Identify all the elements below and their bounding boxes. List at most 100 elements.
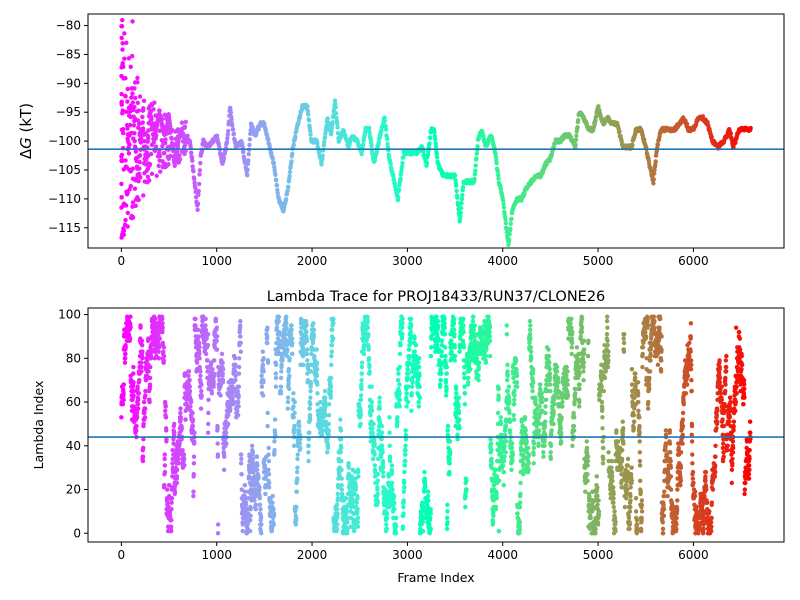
- lambda-point: [199, 393, 204, 398]
- lambda-point: [307, 417, 313, 422]
- lambda-point: [330, 327, 335, 333]
- lambda-point: [345, 515, 350, 521]
- lambda-point: [139, 342, 145, 348]
- lambda-point: [468, 367, 473, 372]
- lambda-point: [243, 502, 249, 508]
- lambda-point: [406, 360, 412, 365]
- lambda-point: [141, 421, 146, 427]
- lambda-point: [380, 450, 385, 455]
- lambda-point: [288, 332, 294, 337]
- lambda-point: [358, 393, 364, 398]
- lambda-point: [248, 513, 253, 518]
- lambda-point: [425, 489, 431, 494]
- lambda-point: [296, 419, 302, 424]
- dg-y-axis-label-g: G: [17, 137, 35, 149]
- lambda-point: [366, 356, 372, 361]
- lambda-point: [308, 388, 313, 394]
- lambda-point: [326, 402, 332, 407]
- lambda-point: [462, 402, 468, 407]
- dg-point: [144, 150, 150, 155]
- lambda-point: [304, 351, 310, 357]
- lambda-point: [442, 332, 448, 337]
- dg-point: [245, 173, 250, 178]
- lambda-point: [456, 410, 462, 416]
- dg-point: [246, 158, 251, 163]
- dg-point: [119, 24, 125, 29]
- dg-point: [130, 200, 136, 205]
- lambda-point: [141, 399, 147, 405]
- lambda-point: [425, 493, 431, 499]
- lambda-point: [206, 421, 211, 427]
- lambda-point: [280, 358, 285, 363]
- lambda-point: [195, 327, 201, 333]
- lambda-point: [331, 316, 336, 322]
- lambda-point: [428, 506, 433, 512]
- lambda-point: [452, 358, 457, 363]
- dg-point: [193, 185, 198, 191]
- lambda-point: [123, 345, 128, 350]
- dg-point: [384, 136, 390, 142]
- dg-point: [473, 163, 478, 168]
- dg-point: [573, 137, 579, 143]
- lambda-point: [375, 500, 380, 505]
- lambda-point: [462, 384, 467, 389]
- lambda-point: [403, 443, 408, 448]
- lambda-point: [380, 458, 386, 464]
- lambda-point: [220, 377, 226, 383]
- lambda-point: [358, 412, 364, 418]
- dg-point: [123, 217, 128, 223]
- dg-point: [157, 108, 162, 113]
- dg-point: [133, 203, 138, 208]
- dg-point: [161, 162, 166, 167]
- lambda-point: [294, 489, 300, 494]
- lambda-point: [279, 362, 284, 368]
- lambda-point: [445, 428, 450, 433]
- dg-point: [290, 151, 295, 157]
- dg-point: [141, 193, 146, 198]
- lambda-point: [456, 395, 462, 400]
- lambda-point: [494, 491, 499, 497]
- dg-point: [367, 125, 372, 131]
- lambda-point: [358, 408, 363, 413]
- lambda-point: [469, 358, 475, 363]
- lambda-point: [447, 439, 453, 444]
- dg-point: [322, 135, 328, 140]
- lambda-point: [263, 491, 268, 497]
- dg-point: [140, 120, 145, 125]
- lambda-point: [447, 456, 452, 462]
- dg-point: [474, 156, 479, 161]
- lambda-point: [261, 369, 266, 374]
- lambda-point: [368, 412, 373, 418]
- lambda-point: [435, 318, 441, 324]
- lambda-point: [137, 377, 142, 383]
- dg-point: [195, 207, 200, 213]
- lambda-point: [135, 402, 141, 407]
- dg-point: [396, 195, 401, 200]
- lambda-point: [460, 338, 466, 344]
- dg-point: [146, 128, 151, 133]
- lambda-point: [122, 360, 128, 365]
- dg-chart: 0 1000 2000 3000 4000 5000 6000 −115−110−105−1…: [17, 13, 785, 268]
- lambda-point: [442, 345, 448, 350]
- dg-point: [320, 153, 325, 158]
- lambda-point: [140, 454, 146, 459]
- dg-point: [228, 106, 233, 112]
- dg-point: [472, 172, 478, 177]
- dg-point: [135, 118, 141, 123]
- lambda-point: [448, 338, 454, 344]
- lambda-point: [391, 493, 397, 499]
- lambda-point: [384, 511, 390, 516]
- lambda-point: [259, 531, 264, 536]
- lambda-point: [295, 452, 300, 457]
- dg-point: [125, 99, 130, 104]
- lambda-point: [266, 445, 271, 451]
- lambda-point: [359, 377, 364, 383]
- lambda-point: [356, 474, 361, 479]
- dg-point: [509, 216, 514, 222]
- dg-point: [120, 61, 125, 66]
- lambda-point: [242, 482, 248, 488]
- lambda-point: [239, 487, 244, 492]
- lambda-point: [192, 439, 197, 444]
- lambda-point: [345, 526, 350, 532]
- dg-point: [121, 201, 127, 206]
